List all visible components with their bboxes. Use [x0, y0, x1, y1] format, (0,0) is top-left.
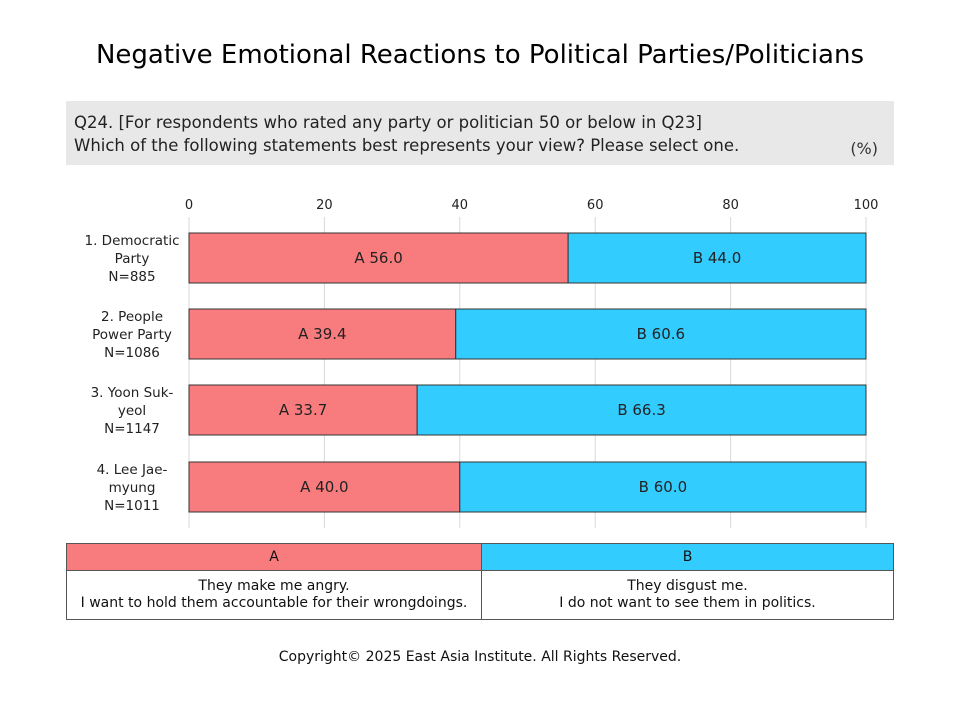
bar-segment-b: [567, 232, 867, 284]
legend-b-line-1: They disgust me.: [627, 578, 748, 594]
bar-segment-b: [455, 308, 867, 360]
question-box: Q24. [For respondents who rated any part…: [66, 101, 894, 165]
category-label: Party: [115, 251, 150, 267]
category-label: myung: [109, 480, 156, 496]
bar-segment-a: [188, 232, 569, 284]
legend-table: A B They make me angry. I want to hold t…: [66, 543, 894, 620]
bar-segment-b: [416, 384, 867, 436]
x-tick-label: 40: [452, 198, 469, 213]
data-label: A 40.0: [300, 478, 348, 496]
category-label: Power Party: [92, 327, 172, 343]
category-label: N=1011: [104, 498, 160, 514]
category-label: 3. Yoon Suk-: [91, 385, 174, 401]
question-line-2: Which of the following statements best r…: [74, 136, 740, 155]
category-label: 1. Democratic: [85, 233, 180, 249]
data-label: A 33.7: [279, 401, 327, 419]
chart-title: Negative Emotional Reactions to Politica…: [95, 40, 865, 70]
legend-a-line-1: They make me angry.: [198, 578, 350, 594]
stacked-bar-chart: 0 20 40 60 80 100 A 56.0 B 44.0 1. Democratic Par…: [85, 198, 879, 528]
category-label: N=1147: [104, 421, 160, 437]
unit-label: (%): [850, 139, 878, 158]
legend-description-b: They disgust me. I do not want to see th…: [481, 570, 894, 620]
category-label: N=1086: [104, 345, 160, 361]
category-label: N=885: [108, 269, 155, 285]
legend-header-b: B: [481, 543, 894, 571]
bar-segment-a: [188, 384, 418, 436]
category-label: 2. People: [101, 309, 163, 325]
category-label: 4. Lee Jae-: [97, 462, 168, 478]
x-tick-label: 60: [587, 198, 604, 213]
legend-b-line-2: I do not want to see them in politics.: [559, 595, 816, 611]
legend-header-a: A: [66, 543, 482, 571]
data-label: B 66.3: [617, 401, 665, 419]
x-tick-label: 100: [854, 198, 879, 213]
data-label: B 60.6: [637, 325, 685, 343]
copyright-notice: Copyright© 2025 East Asia Institute. All…: [278, 649, 682, 665]
x-tick-label: 0: [185, 198, 193, 213]
legend-description-a: They make me angry. I want to hold them …: [66, 570, 482, 620]
bar-segment-b: [459, 461, 867, 513]
legend-a-line-2: I want to hold them accountable for thei…: [80, 595, 468, 611]
question-line-1: Q24. [For respondents who rated any part…: [74, 113, 702, 132]
bar-segment-a: [188, 461, 461, 513]
x-tick-label: 20: [316, 198, 333, 213]
x-tick-label: 80: [722, 198, 739, 213]
data-label: A 56.0: [354, 249, 402, 267]
data-label: A 39.4: [298, 325, 346, 343]
category-label: yeol: [118, 403, 146, 419]
data-label: B 44.0: [693, 249, 741, 267]
data-label: B 60.0: [639, 478, 687, 496]
